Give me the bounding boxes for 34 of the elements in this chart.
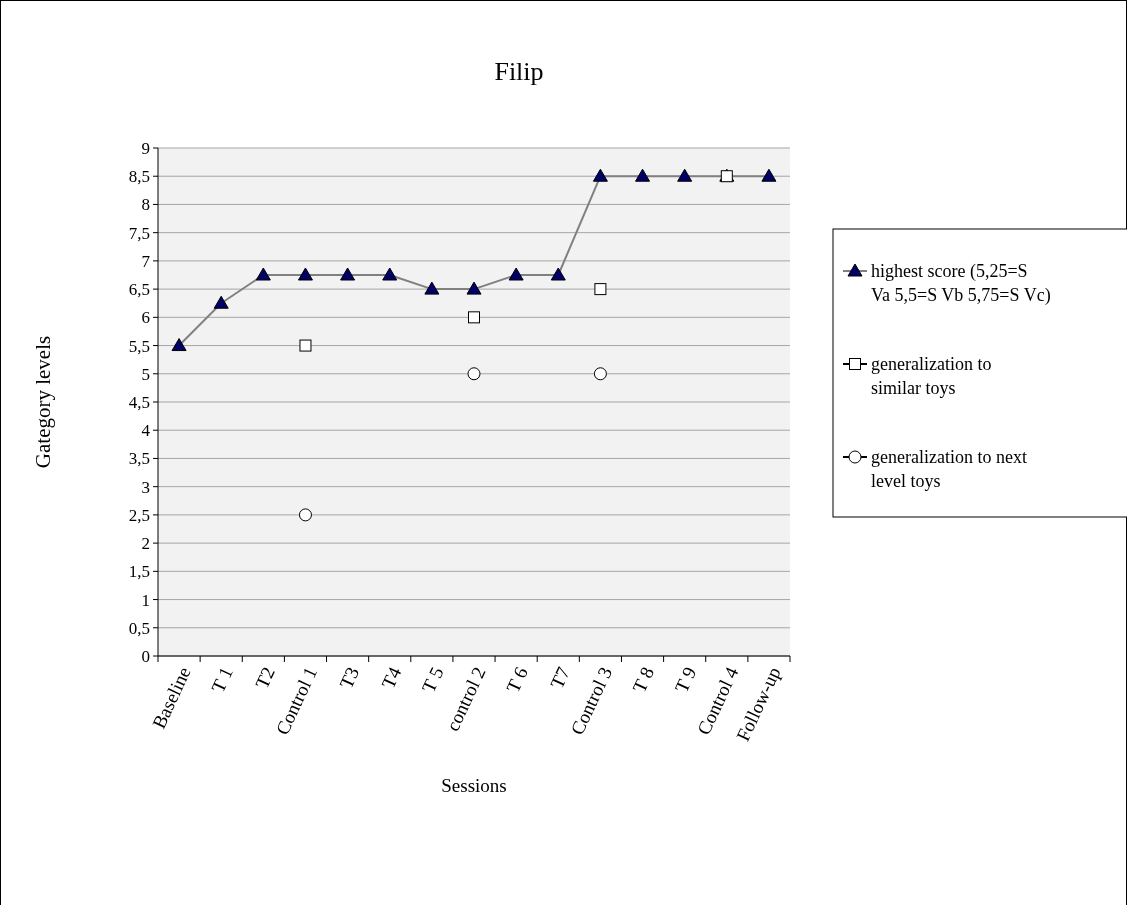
y-tick-label: 3,5 <box>128 449 150 469</box>
y-tick-label: 6,5 <box>128 280 150 300</box>
x-tick-label: T2 <box>251 663 279 692</box>
x-tick-label: T4 <box>377 663 406 692</box>
y-tick-label: 6 <box>141 308 150 328</box>
y-tick-label: 1 <box>141 590 150 610</box>
y-axis-title: Gategory levels <box>31 335 55 469</box>
y-tick-label: 5,5 <box>128 336 150 356</box>
y-tick-label: 8,5 <box>128 167 150 187</box>
y-tick-label: 5 <box>141 364 150 384</box>
legend-label: generalization to next level toys <box>871 447 1027 492</box>
x-tick-label: T 5 <box>417 663 448 696</box>
x-tick-label: T3 <box>335 663 364 692</box>
y-tick-label: 4 <box>141 421 151 441</box>
y-tick-label: 0 <box>141 646 150 666</box>
x-axis-title: Sessions <box>441 775 507 796</box>
y-tick-label: 1,5 <box>128 562 150 582</box>
y-tick-label: 7 <box>141 251 151 271</box>
x-tick-label: T7 <box>545 663 574 692</box>
x-tick-label: T 8 <box>628 663 659 696</box>
y-tick-label: 9 <box>141 138 150 158</box>
y-tick-label: 2,5 <box>128 505 150 525</box>
legend-label: generalization to similar toys <box>871 354 992 399</box>
y-tick-label: 4,5 <box>128 392 150 412</box>
y-tick-label: 7,5 <box>128 223 150 243</box>
chart-title: Filip <box>494 57 544 86</box>
legend-label: highest score (5,25=S Va 5,5=S Vb 5,75=S Vc) <box>871 261 1051 307</box>
x-tick-label: T 6 <box>501 663 532 696</box>
y-tick-label: 0,5 <box>128 618 150 638</box>
x-tick-label: T 9 <box>670 663 701 696</box>
y-tick-label: 8 <box>141 195 150 215</box>
y-tick-label: 3 <box>141 477 150 497</box>
y-tick-label: 2 <box>141 534 150 554</box>
x-tick-label: T 1 <box>207 663 237 696</box>
